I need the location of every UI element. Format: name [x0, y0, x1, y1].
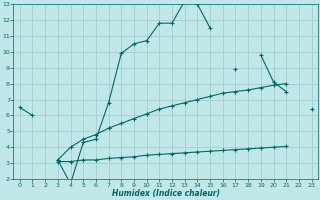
X-axis label: Humidex (Indice chaleur): Humidex (Indice chaleur): [112, 189, 220, 198]
